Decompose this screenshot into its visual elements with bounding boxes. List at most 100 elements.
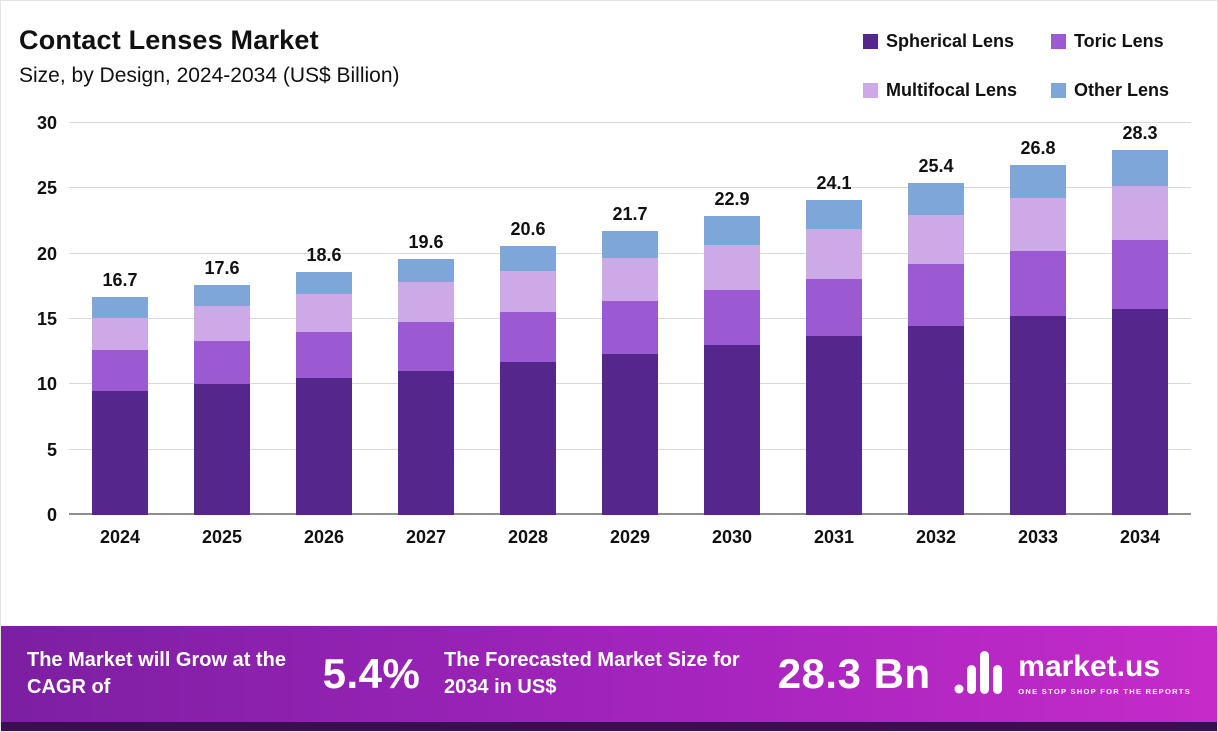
x-axis-label-2030: 2030: [711, 527, 753, 547]
bar-segment-toric-lens: [806, 278, 862, 336]
page-subtitle: Size, by Design, 2024-2034 (US$ Billion): [19, 64, 400, 87]
bar-segment-spherical-lens: [296, 377, 352, 515]
bar-total-label: 16.7: [102, 269, 138, 290]
y-tick-label: 20: [36, 243, 57, 264]
bar-segment-toric-lens: [92, 350, 148, 391]
x-axis-label-2027: 2027: [405, 527, 447, 547]
bar-segment-multifocal-lens: [398, 282, 454, 322]
bar-group-2033: 26.8: [1005, 123, 1071, 515]
brand-tagline: ONE STOP SHOP FOR THE REPORTS: [1018, 687, 1191, 696]
bar-group-2034: 28.3: [1107, 123, 1173, 515]
bar-group-2027: 19.6: [393, 123, 459, 515]
x-axis-label-2032: 2032: [915, 527, 957, 547]
y-tick-label: 0: [46, 505, 57, 525]
bar-segment-multifocal-lens: [806, 228, 862, 279]
x-axis-label-2031: 2031: [813, 527, 855, 547]
chart-header: Contact Lenses Market Size, by Design, 2…: [15, 17, 1191, 101]
bar-total-label: 21.7: [612, 204, 648, 225]
x-axis-label-2034: 2034: [1119, 527, 1161, 547]
footer-banner-main: The Market will Grow at the CAGR of 5.4%…: [1, 626, 1217, 722]
y-tick-label: 25: [36, 178, 57, 199]
bar-total-label: 20.6: [510, 218, 546, 239]
bar-group-2031: 24.1: [801, 123, 867, 515]
brand-name: market.us: [1018, 650, 1161, 683]
bar-segment-other-lens: [602, 231, 658, 258]
bar-segment-toric-lens: [1112, 240, 1168, 309]
x-axis-label-2028: 2028: [507, 527, 549, 547]
bar-segment-other-lens: [194, 285, 250, 306]
bar-segment-toric-lens: [908, 264, 964, 326]
chart-titles: Contact Lenses Market Size, by Design, 2…: [15, 17, 400, 88]
bar-segment-multifocal-lens: [602, 257, 658, 301]
bar-total-label: 18.6: [306, 245, 342, 265]
bar-group-2029: 21.7: [597, 123, 663, 515]
legend-item-multifocal-lens: Multifocal Lens: [862, 80, 1017, 101]
y-tick-label: 15: [36, 309, 57, 329]
bar-segment-multifocal-lens: [908, 214, 964, 265]
chart-section: Contact Lenses Market Size, by Design, 2…: [1, 1, 1217, 626]
x-axis-labels: 2024 2025 2026 2027 2028 2029 2030 2031 2032 2033…: [69, 527, 1191, 557]
bar-segment-other-lens: [806, 200, 862, 229]
bar-segment-spherical-lens: [194, 384, 250, 515]
bar-segment-other-lens: [908, 183, 964, 215]
bar-group-2030: 22.9: [699, 123, 765, 515]
gridline: [69, 187, 1191, 189]
bar-segment-spherical-lens: [92, 390, 148, 515]
marketus-logo-icon: [954, 650, 1006, 699]
cagr-label: The Market will Grow at the CAGR of: [27, 649, 286, 698]
bar-segment-other-lens: [398, 258, 454, 283]
bar-segment-multifocal-lens: [500, 270, 556, 313]
brand-block: market.us ONE STOP SHOP FOR THE REPORTS: [954, 650, 1191, 699]
bar-segment-spherical-lens: [704, 345, 760, 515]
legend-label: Toric Lens: [1073, 31, 1164, 51]
x-axis-label-2033: 2033: [1017, 527, 1059, 547]
bar-segment-other-lens: [704, 215, 760, 245]
bar-total-label: 22.9: [714, 188, 750, 209]
bar-segment-toric-lens: [500, 312, 556, 363]
bar-total-label: 25.4: [918, 156, 954, 177]
legend-swatch-multifocal-lens: [862, 83, 878, 98]
bar-segment-multifocal-lens: [92, 317, 148, 351]
banner-bottom-strip: [1, 722, 1217, 731]
bar-group-2028: 20.6: [495, 123, 561, 515]
plot-area: 16.7 17.6 18.6 19.6 20.6 21.7 22.9 24.1 25.4 26.8…: [69, 122, 1191, 626]
legend-swatch-other-lens: [1050, 83, 1066, 98]
bar-group-2026: 18.6: [291, 123, 357, 515]
bar-total-label: 19.6: [408, 231, 444, 252]
forecast-value: 28.3 Bn: [777, 650, 931, 697]
footer-banner: The Market will Grow at the CAGR of 5.4%…: [1, 626, 1217, 731]
bar-segment-other-lens: [500, 245, 556, 271]
bar-group-2025: 17.6: [189, 123, 255, 515]
legend-swatch-spherical-lens: [862, 34, 878, 49]
x-axis-label-2024: 2024: [99, 527, 141, 547]
bar-segment-toric-lens: [398, 321, 454, 372]
bar-segment-multifocal-lens: [1010, 197, 1066, 252]
bar-segment-other-lens: [296, 272, 352, 295]
bar-total-label: 17.6: [204, 258, 240, 279]
plot: 16.7 17.6 18.6 19.6 20.6 21.7 22.9 24.1 25.4 26.8…: [69, 122, 1191, 515]
page-title: Contact Lenses Market: [19, 25, 319, 55]
bar-segment-multifocal-lens: [296, 294, 352, 333]
bar-total-label: 28.3: [1122, 122, 1158, 143]
bar-segment-spherical-lens: [1010, 316, 1066, 515]
legend-label: Multifocal Lens: [885, 80, 1017, 100]
bar-segment-toric-lens: [1010, 251, 1066, 317]
y-tick-label: 10: [36, 374, 57, 395]
bar-segment-toric-lens: [296, 332, 352, 378]
x-axis-label-2025: 2025: [201, 527, 243, 547]
y-tick-label: 5: [46, 439, 57, 460]
chart-legend: Spherical Lens Toric Lens Multifocal Lens O…: [862, 31, 1169, 101]
bar-segment-multifocal-lens: [194, 305, 250, 342]
chart-body: 0 5 10 15 20 25 30 16.7 17.6 18.6 19.6 20.6 21.7 22.…: [15, 113, 1191, 626]
bar-segment-spherical-lens: [1112, 308, 1168, 515]
cagr-value: 5.4%: [322, 650, 421, 697]
bar-segment-toric-lens: [194, 341, 250, 385]
x-axis-label-2029: 2029: [609, 527, 651, 547]
forecast-label: The Forecasted Market Size for 2034 in U…: [444, 649, 740, 698]
legend-swatch-toric-lens: [1050, 34, 1066, 49]
x-axis-label-2026: 2026: [303, 527, 345, 547]
bar-segment-spherical-lens: [806, 336, 862, 515]
bar-segment-multifocal-lens: [704, 244, 760, 291]
bar-total-label: 26.8: [1020, 137, 1056, 158]
